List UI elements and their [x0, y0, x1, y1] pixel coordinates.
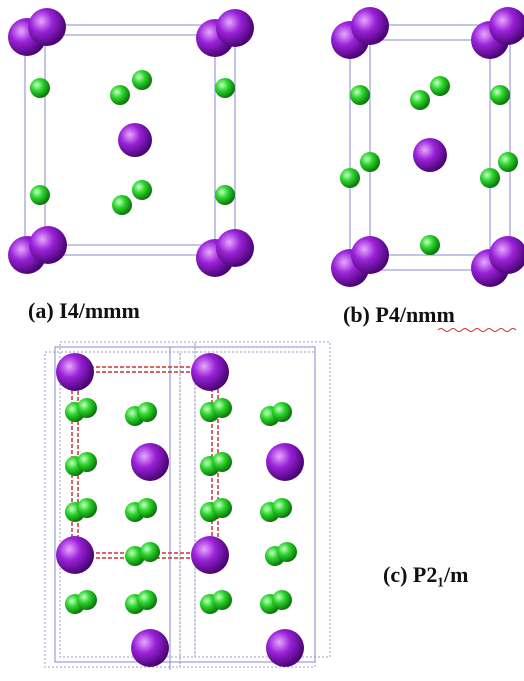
- large-atom: [28, 8, 66, 46]
- small-atom: [272, 498, 292, 518]
- small-atom: [77, 590, 97, 610]
- small-atom: [340, 168, 360, 188]
- small-atom: [110, 85, 130, 105]
- large-atom: [413, 138, 447, 172]
- large-atom: [351, 7, 389, 45]
- small-atom: [112, 195, 132, 215]
- small-atom: [137, 498, 157, 518]
- large-atom: [351, 236, 389, 274]
- small-atom: [212, 498, 232, 518]
- small-atom: [212, 452, 232, 472]
- small-atom: [272, 590, 292, 610]
- small-atom: [77, 452, 97, 472]
- small-atom: [137, 590, 157, 610]
- small-atom: [272, 402, 292, 422]
- large-atom: [56, 536, 94, 574]
- small-atom: [480, 168, 500, 188]
- panel-label: (b) P4/nmm: [343, 302, 455, 327]
- small-atom: [410, 90, 430, 110]
- panel-label: (c) P2₁/m: [383, 562, 468, 587]
- small-atom: [420, 235, 440, 255]
- small-atom: [490, 85, 510, 105]
- spell-underline: [438, 329, 516, 332]
- figure: (a) I4/mmm (b) P4/nmm (c) P2₁/m: [0, 0, 524, 681]
- small-atom: [215, 78, 235, 98]
- small-atom: [215, 185, 235, 205]
- large-atom: [216, 229, 254, 267]
- small-atom: [498, 152, 518, 172]
- small-atom: [77, 498, 97, 518]
- small-atom: [212, 398, 232, 418]
- small-atom: [360, 152, 380, 172]
- large-atom: [191, 536, 229, 574]
- small-atom: [137, 402, 157, 422]
- large-atom: [56, 353, 94, 391]
- large-atom: [191, 353, 229, 391]
- large-atom: [118, 123, 152, 157]
- large-atom: [266, 443, 304, 481]
- small-atom: [132, 70, 152, 90]
- large-atom: [29, 226, 67, 264]
- large-atom: [131, 629, 169, 667]
- small-atom: [30, 78, 50, 98]
- small-atom: [350, 85, 370, 105]
- small-atom: [277, 542, 297, 562]
- small-atom: [30, 185, 50, 205]
- large-atom: [266, 629, 304, 667]
- small-atom: [212, 590, 232, 610]
- small-atom: [430, 76, 450, 96]
- small-atom: [140, 542, 160, 562]
- large-atom: [216, 9, 254, 47]
- large-atom: [131, 443, 169, 481]
- panel-label: (a) I4/mmm: [28, 298, 140, 323]
- small-atom: [132, 180, 152, 200]
- small-atom: [77, 398, 97, 418]
